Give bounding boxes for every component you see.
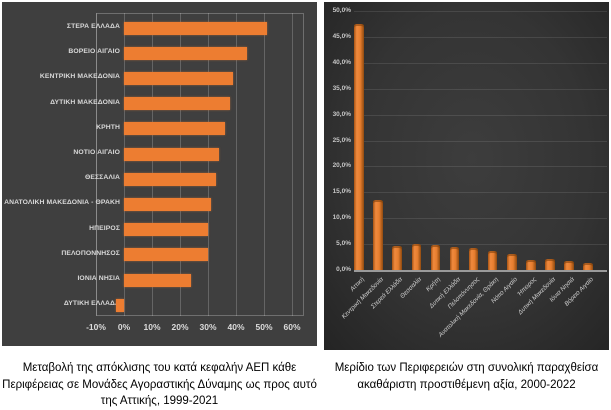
left-caption-line-2: Περιφέρειας σε Μονάδες Αγοραστικής Δύναμ… bbox=[2, 378, 317, 391]
category-label: ΙΟΝΙΑ ΝΗΣΙΑ bbox=[77, 275, 120, 282]
category-label: ΠΕΛΟΠΟΝΝΗΣΟΣ bbox=[61, 249, 120, 257]
x-axis-tick-label: 50% bbox=[255, 322, 273, 332]
gridline bbox=[124, 13, 125, 316]
gridline bbox=[354, 114, 607, 116]
bar bbox=[124, 122, 225, 136]
bar bbox=[124, 248, 208, 262]
bar bbox=[449, 246, 460, 270]
y-axis-tick-label: 40,0% bbox=[332, 58, 351, 66]
bar bbox=[545, 258, 555, 270]
category-label: ΒΟΡΕΙΟ ΑΙΓΑΙΟ bbox=[68, 48, 120, 56]
bar bbox=[487, 250, 498, 270]
bar bbox=[124, 71, 234, 85]
x-axis-tick-label: 60% bbox=[283, 322, 301, 332]
bar bbox=[373, 200, 383, 270]
gridline bbox=[354, 36, 607, 38]
category-label: ΑΝΑΤΟΛΙΚΗ ΜΑΚΕΔΟΝΙΑ - ΘΡΑΚΗ bbox=[4, 199, 120, 207]
gridline bbox=[354, 11, 607, 12]
left-caption-line-3: της Αττικής, 1999-2021 bbox=[100, 395, 219, 407]
gridline bbox=[180, 13, 181, 316]
gridline bbox=[354, 140, 607, 142]
y-axis-tick-label: 20,0% bbox=[332, 162, 351, 170]
y-axis-tick-label: 30,0% bbox=[332, 110, 351, 118]
bar bbox=[354, 23, 364, 270]
category-label: ΣΤΕΡΑ ΕΛΛΑΔΑ bbox=[66, 23, 120, 30]
bar bbox=[124, 21, 267, 35]
x-axis-tick-label: 10% bbox=[143, 322, 161, 332]
x-axis-tick-label: 0% bbox=[117, 322, 131, 332]
bar bbox=[468, 248, 479, 270]
bar bbox=[430, 245, 441, 270]
y-axis-tick-label: 15,0% bbox=[332, 188, 351, 196]
x-axis-tick-label: 30% bbox=[199, 322, 217, 332]
category-label: ΚΡΗΤΗ bbox=[96, 123, 120, 131]
y-axis-tick-label: 50,0% bbox=[332, 7, 351, 14]
right-chart-caption: Μερίδιο των Περιφερειών στη συνολική παρ… bbox=[324, 360, 609, 393]
x-axis-tick-label: -10% bbox=[86, 322, 106, 332]
bar bbox=[124, 273, 192, 287]
category-label: ΘΕΣΣΑΛΙΑ bbox=[84, 174, 120, 182]
y-axis-tick-label: 5,0% bbox=[336, 240, 351, 248]
gva-share-bar-chart: 0,0% 5,0% 10,0% 15,0% 20,0% 25,0% 30,0% 35,0% 40… bbox=[324, 2, 609, 350]
x-axis-tick-label: 20% bbox=[171, 322, 189, 332]
gridline bbox=[354, 192, 607, 194]
right-caption-line-2: ακαθάριστη προστιθέμενη αξία, 2000-2022 bbox=[357, 378, 576, 391]
left-chart-caption: Μεταβολή της απόκλισης του κατά κεφαλήν … bbox=[0, 360, 319, 410]
gridline bbox=[96, 13, 97, 316]
gridline bbox=[354, 166, 607, 168]
bar bbox=[124, 46, 248, 60]
bar bbox=[124, 197, 211, 211]
category-label: ΔΥΤΙΚΗ ΕΛΛΑΔΑ bbox=[63, 300, 120, 308]
right-caption-line-1: Μερίδιο των Περιφερειών στη συνολική παρ… bbox=[334, 362, 599, 374]
category-label: ΚΕΝΤΡΙΚΗ ΜΑΚΕΔΟΝΙΑ bbox=[39, 73, 120, 81]
x-axis-line bbox=[354, 270, 607, 272]
gridline bbox=[236, 13, 237, 316]
gdp-deviation-bar-chart: ΣΤΕΡΑ ΕΛΛΑΔΑ ΒΟΡΕΙΟ ΑΙΓΑΙΟ ΚΕΝΤΡΙΚΗ ΜΑΚΕΔΟ… bbox=[2, 2, 317, 346]
plot-area-frame bbox=[96, 13, 304, 316]
category-label: ΗΠΕΙΡΟΣ bbox=[89, 224, 120, 232]
gridline bbox=[354, 244, 607, 246]
category-label: ΝΟΤΙΟ ΑΙΓΑΙΟ bbox=[73, 149, 120, 156]
gridline bbox=[264, 13, 265, 316]
gridline bbox=[208, 13, 209, 316]
bar bbox=[124, 223, 208, 237]
y-axis-tick-label: 0,0% bbox=[336, 266, 351, 273]
bar bbox=[124, 97, 231, 111]
y-axis-tick-label: 10,0% bbox=[332, 214, 351, 222]
gridline bbox=[354, 62, 607, 64]
bar bbox=[507, 254, 517, 270]
y-axis-tick-label: 35,0% bbox=[332, 84, 351, 92]
gridline bbox=[354, 88, 607, 90]
bar bbox=[526, 259, 536, 270]
y-axis-tick-label: 25,0% bbox=[332, 136, 351, 144]
gridline bbox=[292, 13, 293, 316]
x-axis-tick-label: 40% bbox=[227, 322, 245, 332]
bar bbox=[392, 246, 402, 270]
gridline bbox=[354, 218, 607, 220]
category-label: ΔΥΤΙΚΗ ΜΑΚΕΔΟΝΙΑ bbox=[50, 98, 120, 106]
bar bbox=[124, 172, 217, 186]
gridline bbox=[152, 13, 153, 316]
bar bbox=[564, 261, 574, 270]
bar bbox=[411, 244, 422, 270]
bar bbox=[124, 147, 220, 161]
left-caption-line-1: Μεταβολή της απόκλισης του κατά κεφαλήν … bbox=[22, 362, 297, 374]
bar bbox=[115, 298, 124, 312]
y-axis-tick-label: 45,0% bbox=[332, 32, 351, 40]
bar bbox=[583, 263, 593, 270]
